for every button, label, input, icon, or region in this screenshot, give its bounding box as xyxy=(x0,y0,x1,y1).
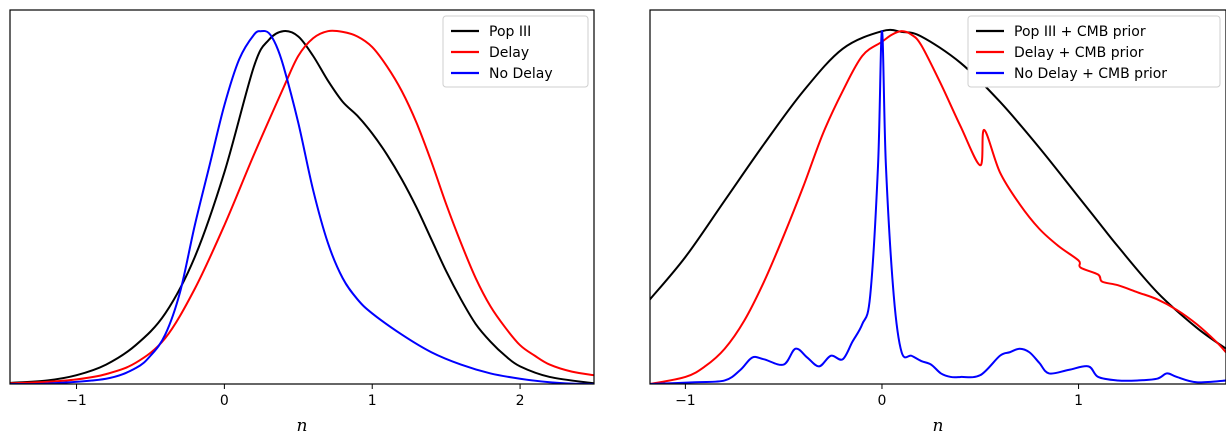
x-tick-label: 1 xyxy=(1074,393,1083,409)
legend: Pop III Delay No Delay xyxy=(442,15,589,88)
right-panel: −1 0 1 n Pop III + CMB prior Delay + CMB prio… xyxy=(649,9,1226,436)
x-tick-label: 0 xyxy=(220,393,229,409)
legend-entry-label: Pop III xyxy=(489,24,531,40)
x-axis-label: n xyxy=(933,416,944,436)
x-tick-label: 0 xyxy=(878,393,887,409)
x-axis-label: n xyxy=(297,416,308,436)
legend-entry-label: No Delay + CMB prior xyxy=(1014,66,1167,82)
legend-entry-label: Pop III + CMB prior xyxy=(1014,24,1146,40)
series-line-no-delay-cmb-prior xyxy=(650,30,1226,384)
plot-frame xyxy=(9,9,595,385)
series-line-no-delay xyxy=(10,29,594,384)
series-line-delay-cmb-prior xyxy=(650,30,1226,384)
x-tick-label: 1 xyxy=(368,393,377,409)
plot-frame xyxy=(649,9,1226,385)
series-line-pop-iii xyxy=(10,30,594,384)
x-tick-label: −1 xyxy=(66,393,87,409)
x-tick-label: 2 xyxy=(516,393,525,409)
legend-entry-label: No Delay xyxy=(489,66,553,82)
left-panel: −1 0 1 2 n Pop III Delay No Delay xyxy=(9,9,595,436)
legend-entry-label: Delay + CMB prior xyxy=(1014,45,1144,61)
legend-entry-label: Delay xyxy=(489,45,529,61)
series-line-delay xyxy=(10,29,594,384)
legend-box xyxy=(442,15,589,88)
series-line-pop-iii-cmb-prior xyxy=(650,28,1226,350)
legend-box xyxy=(967,15,1221,88)
x-tick-label: −1 xyxy=(675,393,696,409)
legend: Pop III + CMB prior Delay + CMB prior No D… xyxy=(967,15,1221,88)
